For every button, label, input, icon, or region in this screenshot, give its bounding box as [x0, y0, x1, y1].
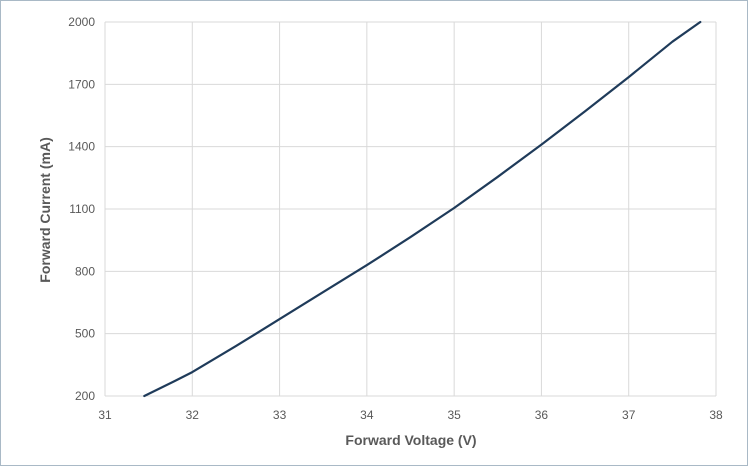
- y-tick-label: 1100: [69, 202, 95, 216]
- y-tick-label: 800: [75, 264, 95, 278]
- y-tick-label: 1700: [68, 77, 95, 91]
- y-tick-label: 500: [75, 327, 95, 341]
- x-tick-label: 36: [535, 408, 549, 422]
- x-tick-label: 32: [186, 408, 200, 422]
- x-tick-label: 34: [360, 408, 374, 422]
- x-tick-label: 35: [447, 408, 461, 422]
- y-tick-label: 1400: [68, 140, 95, 154]
- x-tick-label: 31: [98, 408, 112, 422]
- y-axis-title: Forward Current (mA): [37, 137, 53, 282]
- y-tick-labels: 200 500 800 1100 1400 1700 2000: [68, 15, 95, 403]
- grid-layer: [104, 21, 717, 397]
- x-tick-label: 37: [622, 408, 636, 422]
- x-tick-labels: 31 32 33 34 35 36 37 38: [98, 408, 723, 422]
- series-layer: [143, 20, 702, 398]
- x-axis-title: Forward Voltage (V): [345, 432, 476, 448]
- series-line: [143, 20, 702, 398]
- x-tick-label: 33: [273, 408, 287, 422]
- x-tick-label: 38: [709, 408, 723, 422]
- y-tick-label: 200: [75, 389, 95, 403]
- y-tick-label: 2000: [68, 15, 95, 29]
